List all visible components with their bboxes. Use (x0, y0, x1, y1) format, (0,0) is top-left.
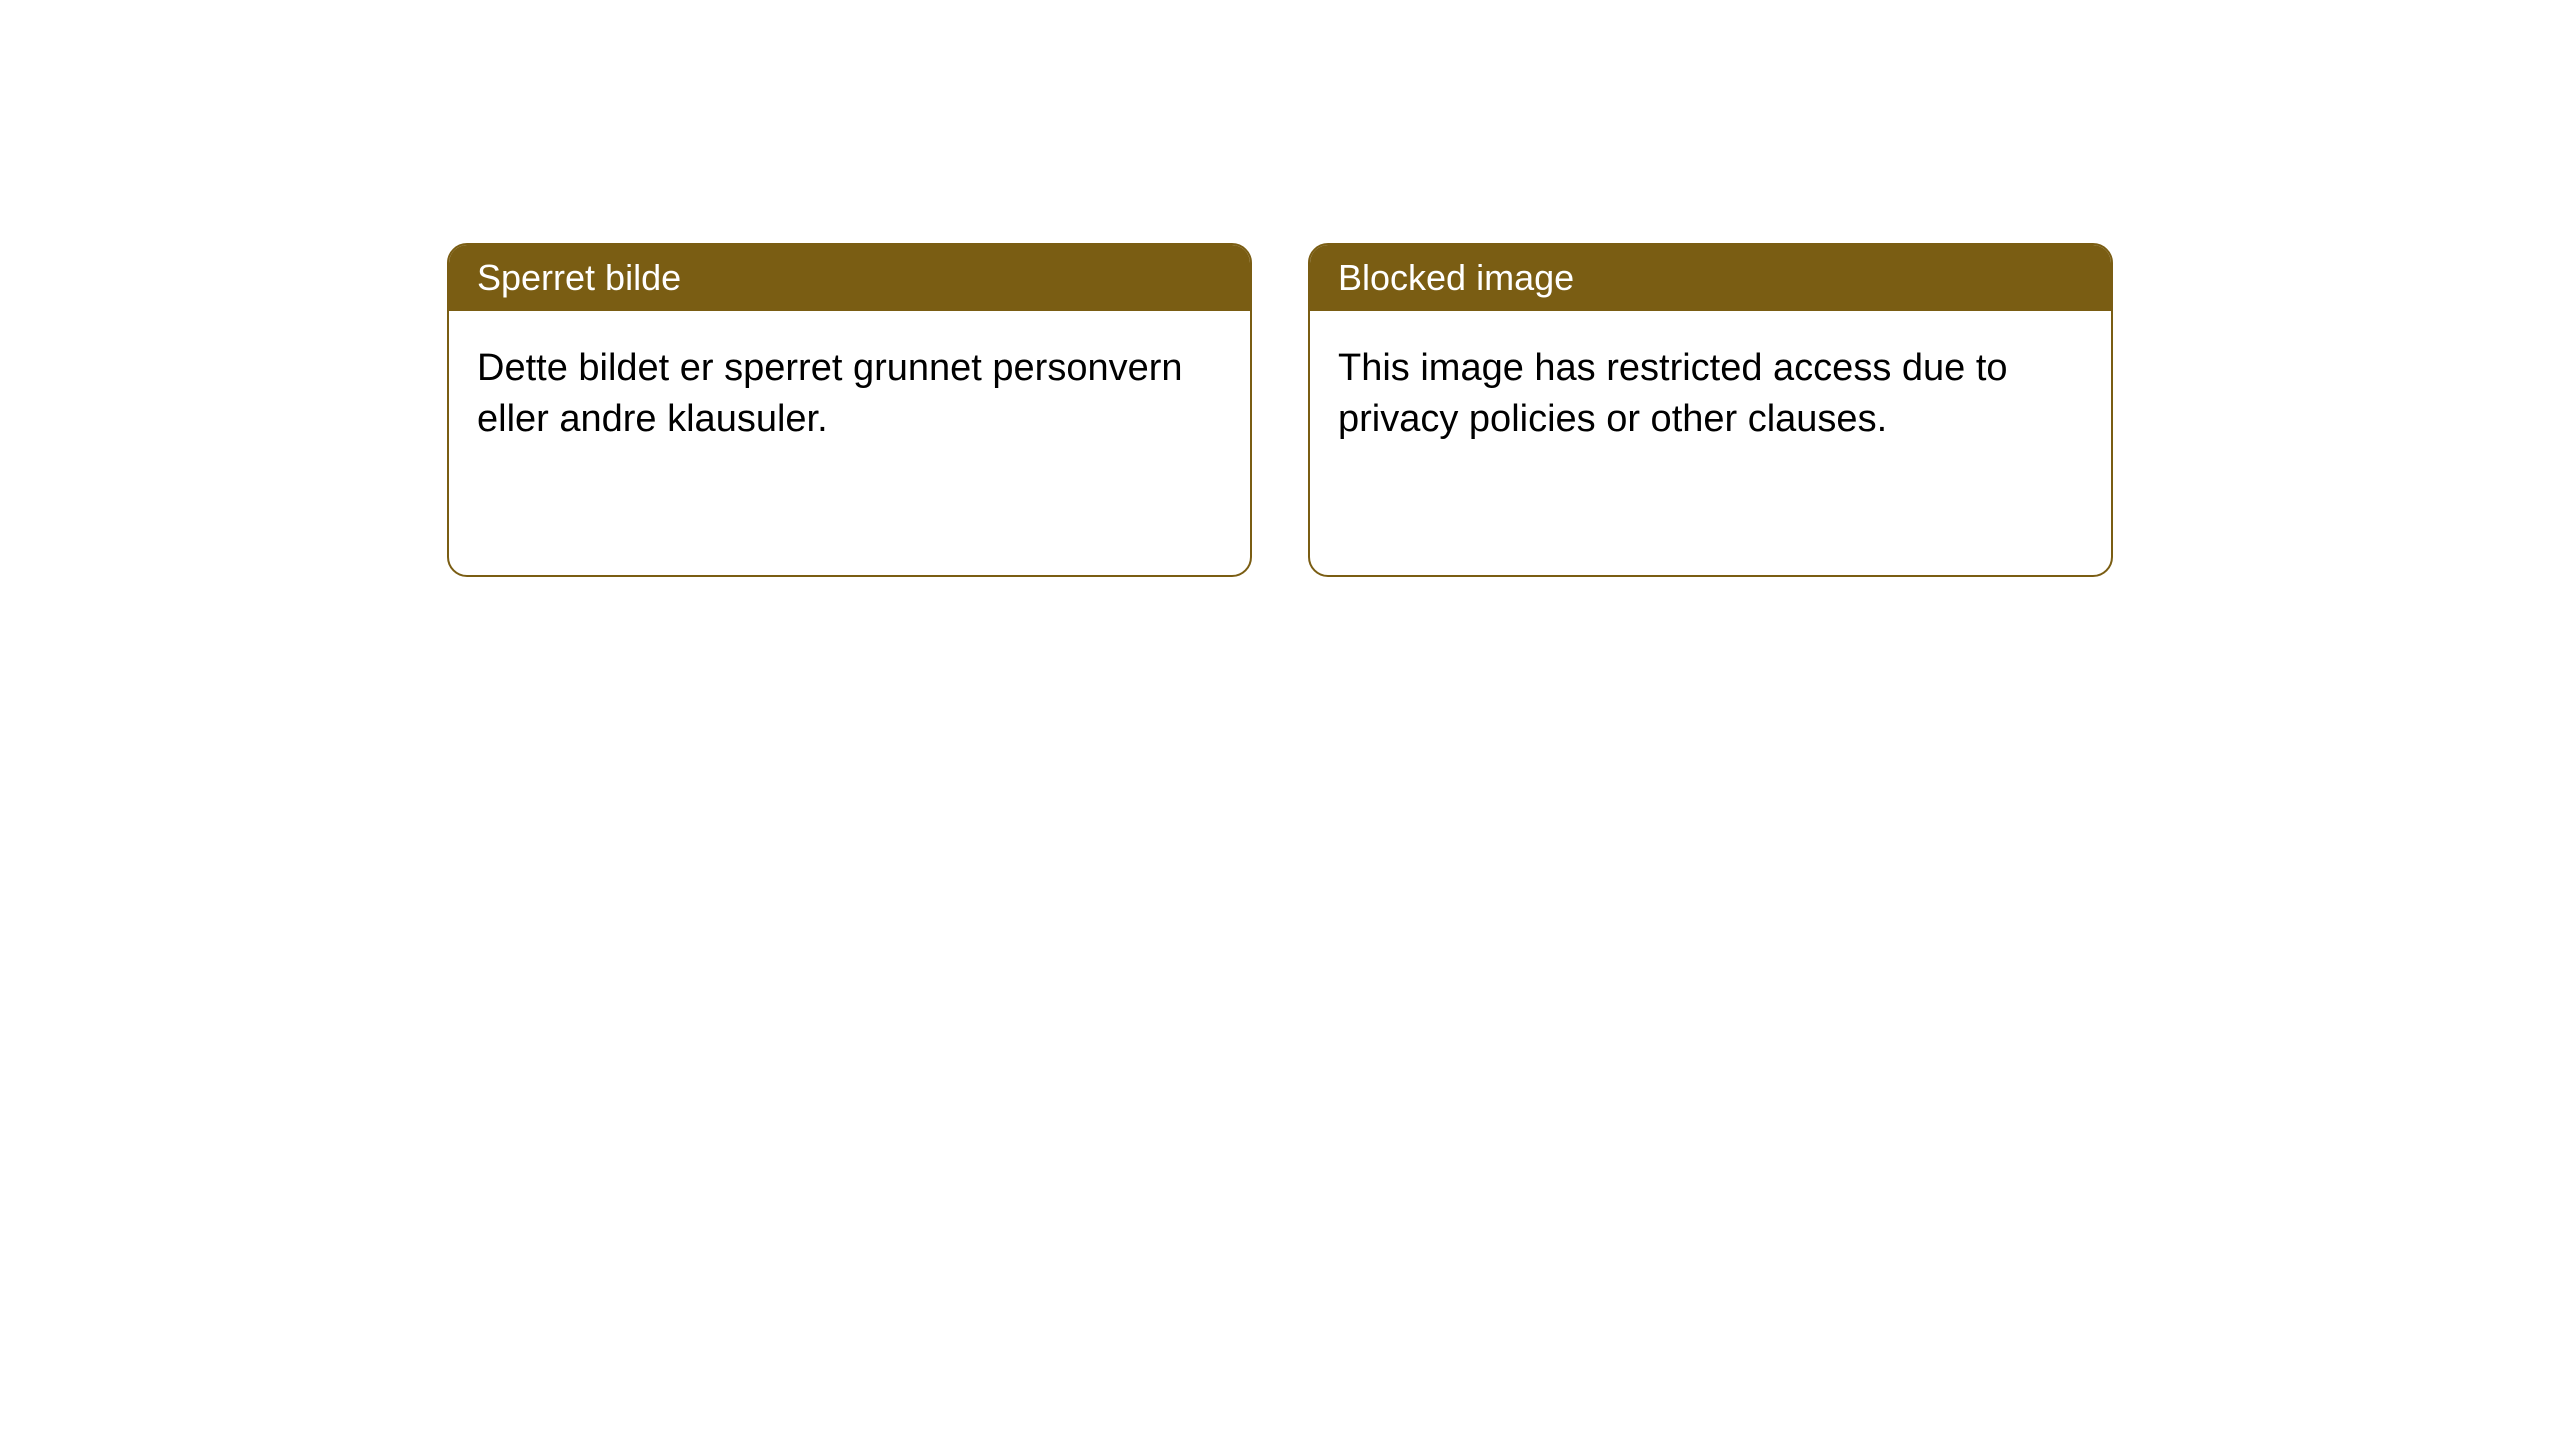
card-body: This image has restricted access due to … (1310, 311, 2111, 478)
blocked-image-card-no: Sperret bilde Dette bildet er sperret gr… (447, 243, 1252, 577)
card-title: Blocked image (1338, 257, 1574, 298)
card-body-text: Dette bildet er sperret grunnet personve… (477, 347, 1183, 440)
card-header: Blocked image (1310, 245, 2111, 311)
blocked-image-card-en: Blocked image This image has restricted … (1308, 243, 2113, 577)
card-body-text: This image has restricted access due to … (1338, 347, 2008, 440)
notice-container: Sperret bilde Dette bildet er sperret gr… (447, 243, 2113, 577)
card-title: Sperret bilde (477, 257, 681, 298)
card-body: Dette bildet er sperret grunnet personve… (449, 311, 1250, 478)
card-header: Sperret bilde (449, 245, 1250, 311)
